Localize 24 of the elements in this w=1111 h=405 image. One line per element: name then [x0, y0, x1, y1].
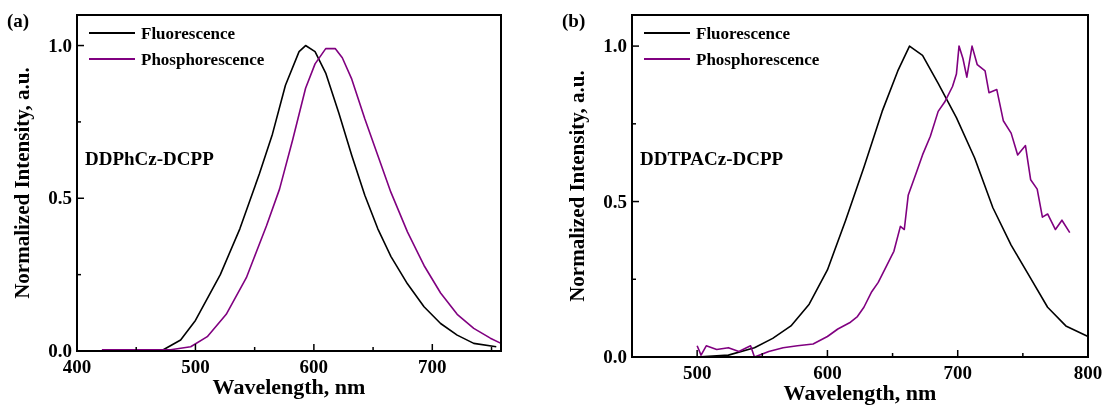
x-axis-title: Wavelength, nm	[783, 380, 937, 405]
x-tick-label: 600	[299, 356, 329, 377]
x-tick-label: 600	[813, 362, 842, 383]
x-tick-label: 700	[943, 362, 972, 383]
legend-label: Phosphorescence	[696, 50, 820, 69]
legend-label: Phosphorescence	[141, 50, 265, 69]
x-tick-label: 500	[682, 362, 712, 383]
chart-title: (b)	[562, 10, 586, 32]
legend-label: Fluorescence	[696, 24, 791, 43]
y-tick-label: 1.0	[48, 34, 72, 56]
x-axis-title: Wavelength, nm	[212, 374, 366, 399]
annotation: DDPhCz-DCPP	[85, 148, 215, 169]
y-tick-label: 0.5	[603, 190, 627, 212]
legend-label: Fluorescence	[141, 24, 236, 43]
y-tick-label: 1.0	[603, 35, 627, 57]
x-tick-label: 500	[181, 356, 210, 377]
y-tick-label: 0.5	[48, 187, 72, 209]
y-axis-title: Normalized Intensity, a.u.	[565, 70, 589, 302]
y-tick-label: 0.0	[603, 346, 627, 367]
y-axis-title: Normalized Intensity, a.u.	[10, 67, 34, 299]
annotation: DDTPACz-DCPP	[640, 148, 784, 169]
x-tick-label: 800	[1073, 362, 1103, 383]
chart-title: (a)	[7, 10, 30, 32]
x-tick-label: 700	[418, 356, 447, 377]
